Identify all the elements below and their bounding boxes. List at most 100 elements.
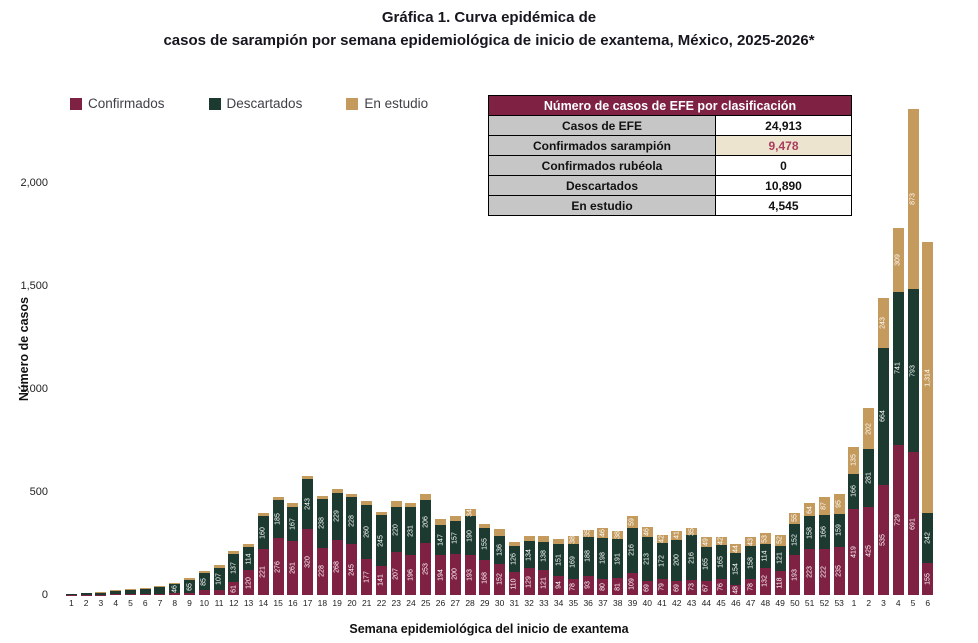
bar-week-5-2025 xyxy=(123,100,138,595)
bar-value-label: 65 xyxy=(186,582,193,591)
bar-value-label: 141 xyxy=(377,574,385,587)
bar-value-label: 59 xyxy=(628,518,636,526)
x-tick-label: 4 xyxy=(895,598,901,608)
x-axis-title: Semana epidemiológica del inicio de exan… xyxy=(349,622,629,636)
bar-week-2-2025 xyxy=(79,100,94,595)
bar-segment-confirmados: 196 xyxy=(405,554,417,595)
bar-segment-descartados xyxy=(65,593,77,595)
bar-value-label: 158 xyxy=(806,526,814,539)
bar-segment-confirmados: 193 xyxy=(464,555,476,595)
bar-stack: 320 243 xyxy=(302,476,314,595)
bar-week-14-2025: 221 160 xyxy=(256,100,271,595)
bar-stack xyxy=(95,592,107,595)
x-tick-label: 31 xyxy=(509,598,520,608)
bar-segment-confirmados: 222 xyxy=(818,549,830,595)
bar-segment-confirmados: 78 xyxy=(567,578,579,595)
bar-segment-descartados: 220 xyxy=(390,506,402,553)
x-tick-label: 6 xyxy=(142,598,148,608)
bar-value-label: 223 xyxy=(806,566,814,578)
bar-segment-confirmados: 80 xyxy=(597,578,609,595)
bar-segment-descartados: 114 xyxy=(759,544,771,568)
bar-segment-en-estudio: 42 xyxy=(656,534,668,544)
bar-segment-en-estudio: 35 xyxy=(582,530,594,537)
table-row: Confirmados rubéola 0 xyxy=(488,155,852,176)
bar-value-label: 87 xyxy=(820,502,828,510)
bar-segment-descartados: 165 xyxy=(700,547,712,582)
bar-value-label: 159 xyxy=(835,524,843,536)
bar-value-label: 158 xyxy=(747,556,755,569)
bar-value-label: 425 xyxy=(865,545,873,558)
bar-stack: 221 160 xyxy=(257,512,269,595)
bar-segment-confirmados: 193 xyxy=(789,555,801,595)
bar-value-label: 46 xyxy=(643,528,651,537)
bar-stack: 81 191 38 xyxy=(612,531,624,595)
bar-segment-descartados xyxy=(154,587,166,594)
x-tick-label: 22 xyxy=(376,598,387,608)
bar-stack: 245 228 xyxy=(346,493,358,595)
bar-stack: 65 xyxy=(184,577,195,595)
bar-segment-descartados: 167 xyxy=(287,506,299,542)
bar-value-label: 120 xyxy=(245,576,253,589)
bar-segment-confirmados: 261 xyxy=(287,541,299,595)
y-axis-ticks: 0 500 1,000 1,500 2,000 xyxy=(6,100,48,602)
bar-segment-en-estudio: 1,314 xyxy=(922,242,934,514)
bar-value-label: 185 xyxy=(274,513,282,525)
bar-value-label: 138 xyxy=(540,549,548,562)
bar-stack xyxy=(124,589,136,595)
bar-value-label: 664 xyxy=(879,410,887,423)
bar-stack: 107 xyxy=(213,565,225,595)
legend-label: Descartados xyxy=(226,96,303,111)
bar-value-label: 152 xyxy=(791,533,799,546)
bar-segment-descartados: 172 xyxy=(656,543,668,579)
bar-segment-descartados: 793 xyxy=(907,288,919,453)
bar-value-label: 741 xyxy=(894,362,902,375)
bar-stack xyxy=(80,592,92,595)
bar-segment-descartados: 152 xyxy=(789,523,801,556)
bar-value-label: 276 xyxy=(274,560,282,573)
x-tick-label: 28 xyxy=(465,598,475,608)
bar-value-label: 238 xyxy=(318,517,326,530)
bar-segment-en-estudio xyxy=(287,503,299,507)
bar-value-label: 235 xyxy=(835,564,843,577)
bar-segment-confirmados: 69 xyxy=(641,580,653,595)
row-value: 10,890 xyxy=(715,175,852,196)
bar-segment-en-estudio xyxy=(139,588,151,590)
bar-segment-confirmados: 67 xyxy=(700,581,712,595)
bar-segment-en-estudio xyxy=(257,512,269,517)
x-tick-label: 30 xyxy=(494,598,505,608)
bar-stack: 69 200 41 xyxy=(671,531,683,595)
bar-week-7-2025 xyxy=(153,100,168,595)
bar-segment-confirmados: 93 xyxy=(582,575,594,595)
bar-segment-en-estudio: 873 xyxy=(907,108,919,289)
bar-value-label: 110 xyxy=(510,578,518,590)
bar-segment-descartados: 231 xyxy=(405,506,417,555)
bar-stack xyxy=(154,586,166,595)
bar-segment-confirmados xyxy=(124,593,136,595)
bar-segment-descartados: 198 xyxy=(597,537,609,579)
bar-week-27-2025: 200 157 xyxy=(448,100,463,595)
bar-segment-descartados: 166 xyxy=(818,514,830,550)
bar-week-15-2025: 276 185 xyxy=(271,100,286,595)
bar-segment-confirmados: 129 xyxy=(523,568,535,595)
bar-stack: 193 152 55 xyxy=(789,512,801,595)
bar-value-label: 95 xyxy=(835,500,843,508)
bar-value-label: 165 xyxy=(702,558,710,571)
bar-stack: 196 231 xyxy=(405,503,417,595)
bar-value-label: 114 xyxy=(245,552,253,565)
bar-week-1-2026: 419 166 135 xyxy=(847,100,862,595)
bar-segment-descartados: 136 xyxy=(494,535,506,564)
bar-segment-confirmados: 276 xyxy=(272,538,284,595)
bar-segment-descartados xyxy=(95,592,107,595)
bar-segment-descartados: 107 xyxy=(213,567,225,590)
x-tick-label: 25 xyxy=(421,598,431,608)
bar-value-label: 213 xyxy=(643,552,651,565)
bar-segment-en-estudio xyxy=(243,544,255,547)
bar-stack: 73 216 35 xyxy=(686,528,698,595)
en-estudio-swatch-icon xyxy=(346,97,359,110)
bar-value-label: 154 xyxy=(732,563,740,576)
bar-week-17-2025: 320 243 xyxy=(300,100,315,595)
bar-stack: 85 xyxy=(198,570,210,595)
bar-stack: 121 138 xyxy=(538,536,550,595)
bar-value-label: 167 xyxy=(289,518,297,530)
bar-week-25-2025: 253 206 xyxy=(418,100,433,595)
